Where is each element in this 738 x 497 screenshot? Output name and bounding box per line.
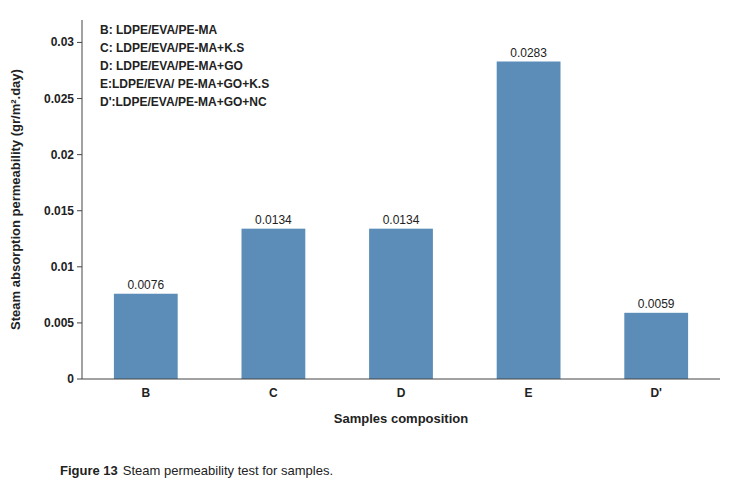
x-tick-label: E [525, 386, 533, 400]
bar [624, 313, 688, 379]
data-label: 0.0134 [255, 213, 292, 227]
chart-container: 0.0076 0.0134 0.0134 0.0283 0.0059 0 0.005 0.01… [0, 0, 738, 497]
x-tick-label: C [269, 386, 278, 400]
x-tick-label: D' [650, 386, 662, 400]
data-label: 0.0076 [127, 278, 164, 292]
chart-svg: 0.0076 0.0134 0.0134 0.0283 0.0059 0 0.005 0.01… [0, 0, 738, 497]
caption-text: Steam permeability test for samples. [123, 463, 333, 478]
y-axis-label: Steam absorption permeability (gr/m².day… [8, 69, 23, 330]
bar [242, 229, 306, 379]
y-tick-label: 0.005 [44, 316, 74, 330]
y-tick-label: 0.025 [44, 92, 74, 106]
bar [369, 229, 433, 379]
annotation-line: D':LDPE/EVA/PE-MA+GO+NC [100, 95, 267, 109]
y-tick [77, 98, 82, 99]
annotation-line: E:LDPE/EVA/ PE-MA+GO+K.S [100, 77, 269, 91]
y-tick [77, 266, 82, 267]
x-tick-label: B [141, 386, 150, 400]
annotation-line: D: LDPE/EVA/PE-MA+GO [100, 59, 243, 73]
bar [497, 62, 561, 379]
caption: Figure 13 Steam permeability test for sam… [60, 463, 333, 478]
x-axis-line [82, 379, 720, 380]
y-tick-label: 0.02 [51, 148, 75, 162]
data-label: 0.0059 [638, 297, 675, 311]
caption-label: Figure 13 [60, 463, 118, 478]
data-label: 0.0283 [510, 46, 547, 60]
annotation-line: C: LDPE/EVA/PE-MA+K.S [100, 41, 244, 55]
y-tick [77, 210, 82, 211]
data-label: 0.0134 [383, 213, 420, 227]
y-tick-label: 0.01 [51, 260, 75, 274]
x-tick-label: D [397, 386, 406, 400]
y-tick-label: 0 [67, 372, 74, 386]
y-tick-label: 0.015 [44, 204, 74, 218]
y-tick [77, 154, 82, 155]
y-axis-line [82, 20, 83, 379]
y-tick [77, 379, 82, 380]
annotation: B: LDPE/EVA/PE-MA C: LDPE/EVA/PE-MA+K.S D:… [100, 23, 269, 109]
annotation-line: B: LDPE/EVA/PE-MA [100, 23, 217, 37]
y-tick [77, 322, 82, 323]
y-tick [77, 42, 82, 43]
x-axis-label: Samples composition [334, 411, 468, 426]
y-tick-label: 0.03 [51, 35, 75, 49]
bars [114, 62, 688, 379]
bar [114, 294, 178, 379]
